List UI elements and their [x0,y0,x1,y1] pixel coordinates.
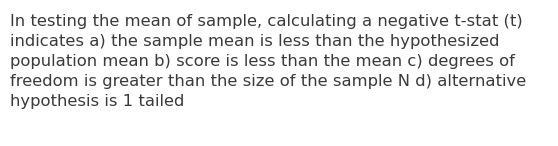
Text: In testing the mean of sample, calculating a negative t-stat (t)
indicates a) th: In testing the mean of sample, calculati… [10,14,526,109]
